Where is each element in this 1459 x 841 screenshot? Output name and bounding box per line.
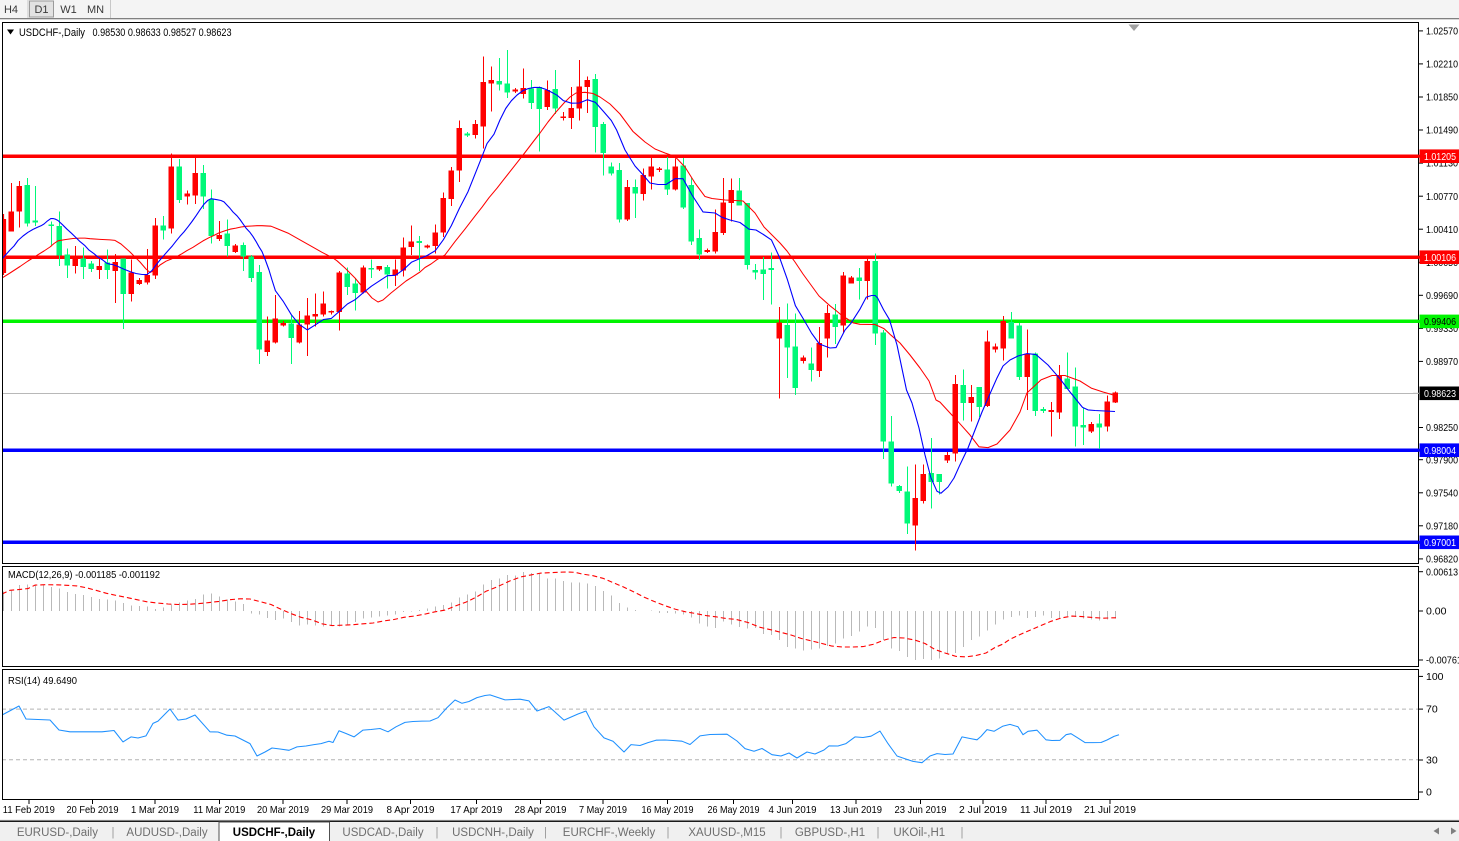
svg-text:20 Mar 2019: 20 Mar 2019	[257, 804, 309, 816]
svg-text:20 Feb 2019: 20 Feb 2019	[67, 804, 119, 816]
svg-text:0: 0	[1426, 787, 1432, 799]
svg-text:-0.00761: -0.00761	[1426, 655, 1459, 667]
svg-text:|: |	[877, 827, 880, 839]
svg-text:29 Mar 2019: 29 Mar 2019	[321, 804, 373, 816]
svg-text:0.96820: 0.96820	[1426, 554, 1458, 566]
svg-text:AUDUSD-,Daily: AUDUSD-,Daily	[126, 827, 207, 839]
svg-text:|: |	[667, 827, 670, 839]
svg-text:1.01205: 1.01205	[1424, 151, 1456, 163]
svg-text:1.02570: 1.02570	[1426, 26, 1458, 38]
svg-text:0.98250: 0.98250	[1426, 422, 1458, 434]
svg-text:2 Jul 2019: 2 Jul 2019	[959, 804, 1007, 816]
svg-text:70: 70	[1426, 704, 1438, 716]
svg-text:EURUSD-,Daily: EURUSD-,Daily	[17, 827, 98, 839]
svg-text:11 Feb 2019: 11 Feb 2019	[3, 804, 55, 816]
svg-text:|: |	[780, 827, 783, 839]
svg-text:MACD(12,26,9) -0.001185 -0.001: MACD(12,26,9) -0.001185 -0.001192	[8, 569, 160, 581]
svg-text:USDCHF-,Daily: USDCHF-,Daily	[233, 827, 316, 839]
svg-text:16 May 2019: 16 May 2019	[642, 804, 694, 816]
svg-text:1.01490: 1.01490	[1426, 125, 1458, 137]
svg-text:100: 100	[1426, 671, 1444, 683]
svg-text:EURCHF-,Weekly: EURCHF-,Weekly	[563, 827, 656, 839]
svg-text:11 Mar 2019: 11 Mar 2019	[193, 804, 245, 816]
svg-text:GBPUSD-,H1: GBPUSD-,H1	[795, 827, 865, 839]
svg-text:MN: MN	[87, 4, 104, 16]
svg-text:0.98623: 0.98623	[1424, 388, 1456, 400]
svg-text:0.99690: 0.99690	[1426, 290, 1458, 302]
svg-text:8 Apr 2019: 8 Apr 2019	[387, 804, 435, 816]
svg-text:|: |	[544, 827, 547, 839]
svg-text:RSI(14) 49.6490: RSI(14) 49.6490	[8, 675, 77, 687]
svg-text:USDCAD-,Daily: USDCAD-,Daily	[342, 827, 423, 839]
svg-text:0.97540: 0.97540	[1426, 487, 1458, 499]
svg-text:21 Jul 2019: 21 Jul 2019	[1084, 804, 1136, 816]
svg-text:UKOil-,H1: UKOil-,H1	[893, 827, 945, 839]
svg-text:H4: H4	[4, 4, 18, 16]
svg-text:4 Jun 2019: 4 Jun 2019	[769, 804, 817, 816]
svg-text:W1: W1	[60, 4, 77, 16]
svg-text:26 May 2019: 26 May 2019	[708, 804, 760, 816]
svg-text:7 May 2019: 7 May 2019	[579, 804, 627, 816]
svg-text:17 Apr 2019: 17 Apr 2019	[450, 804, 502, 816]
svg-text:USDCHF-,Daily: USDCHF-,Daily	[19, 27, 85, 39]
svg-text:0.98530 0.98633 0.98527 0.9862: 0.98530 0.98633 0.98527 0.98623	[93, 27, 232, 39]
svg-text:0.98004: 0.98004	[1424, 445, 1456, 457]
svg-text:30: 30	[1426, 755, 1438, 767]
svg-text:D1: D1	[34, 4, 48, 16]
svg-text:0.98970: 0.98970	[1426, 356, 1458, 368]
svg-text:0.00: 0.00	[1426, 606, 1447, 618]
svg-text:XAUUSD-,M15: XAUUSD-,M15	[688, 827, 765, 839]
svg-text:1.02210: 1.02210	[1426, 59, 1458, 71]
svg-text:0.99406: 0.99406	[1424, 316, 1456, 328]
svg-text:1.01850: 1.01850	[1426, 92, 1458, 104]
svg-text:28 Apr 2019: 28 Apr 2019	[515, 804, 567, 816]
svg-text:USDCNH-,Daily: USDCNH-,Daily	[452, 827, 534, 839]
svg-text:1 Mar 2019: 1 Mar 2019	[131, 804, 179, 816]
svg-text:11 Jul 2019: 11 Jul 2019	[1020, 804, 1072, 816]
svg-text:23 Jun 2019: 23 Jun 2019	[895, 804, 947, 816]
svg-text:0.97180: 0.97180	[1426, 520, 1458, 532]
svg-text:|: |	[112, 827, 115, 839]
svg-text:13 Jun 2019: 13 Jun 2019	[830, 804, 882, 816]
svg-text:|: |	[961, 827, 964, 839]
svg-text:1.00410: 1.00410	[1426, 224, 1458, 236]
svg-text:0.97001: 0.97001	[1424, 537, 1456, 549]
svg-text:0.00613: 0.00613	[1426, 566, 1458, 578]
svg-text:1.00770: 1.00770	[1426, 191, 1458, 203]
svg-text:1.00106: 1.00106	[1424, 252, 1456, 264]
svg-text:0.97900: 0.97900	[1426, 454, 1458, 466]
svg-text:|: |	[436, 827, 439, 839]
